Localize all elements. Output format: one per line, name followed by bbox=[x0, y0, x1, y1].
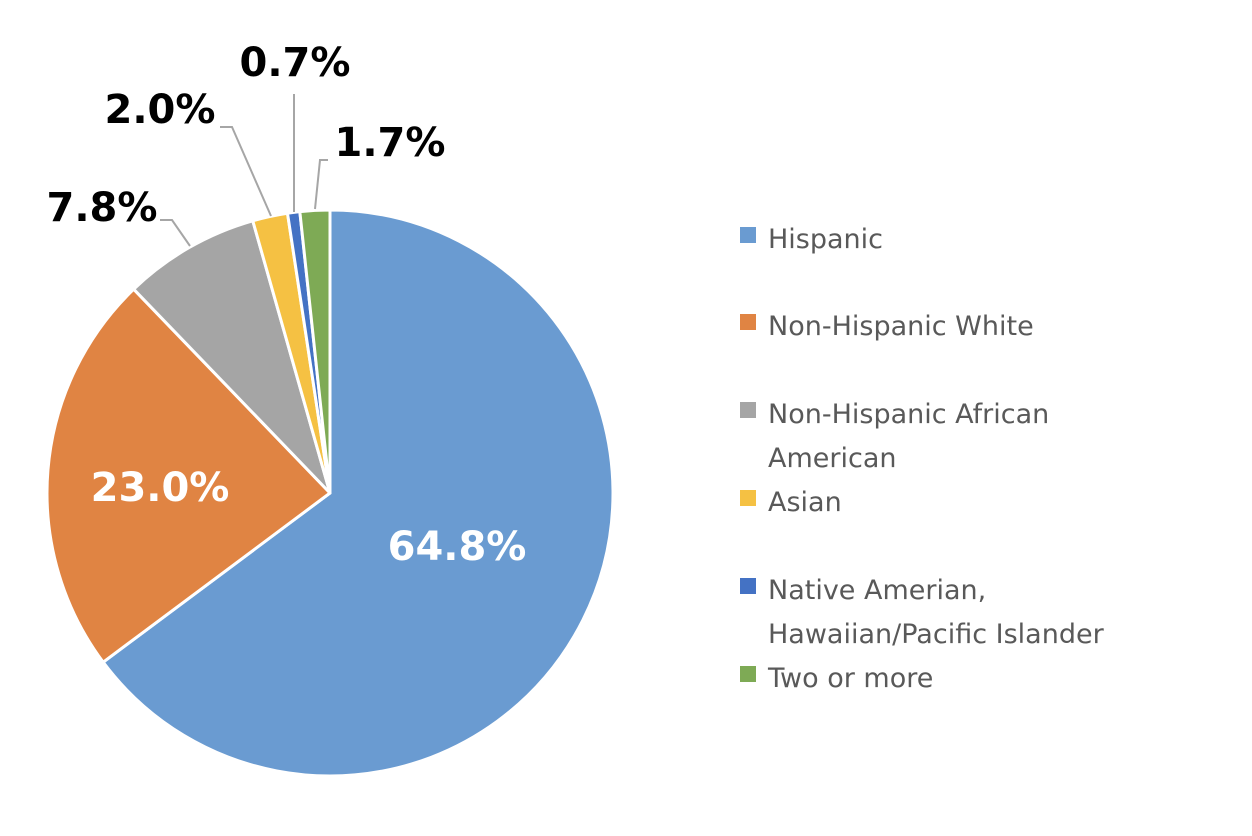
pie-slice-non-hispanic-white bbox=[45, 287, 332, 664]
leader-line-two-or-more bbox=[314, 159, 328, 210]
pie-slices bbox=[45, 208, 615, 778]
legend-item-non-hispanic-white: Non-Hispanic White bbox=[740, 305, 1034, 349]
legend-swatch-asian bbox=[740, 490, 756, 506]
leader-line-non-hispanic-african-american bbox=[160, 219, 191, 247]
data-label-non-hispanic-white: 23.0% bbox=[91, 465, 230, 511]
leader-lines bbox=[160, 94, 328, 247]
data-label-hispanic: 64.8% bbox=[388, 524, 527, 570]
data-label-non-hispanic-african-american: 7.8% bbox=[47, 185, 158, 231]
legend-label: Non-Hispanic White bbox=[768, 311, 1034, 342]
legend-label: Two or more bbox=[768, 663, 934, 694]
legend-item-asian: Asian bbox=[740, 481, 842, 525]
legend-label: Non-Hispanic African American bbox=[768, 399, 1050, 474]
data-label-native: 0.7% bbox=[240, 40, 351, 86]
pie-slice-two-or-more bbox=[298, 208, 332, 495]
legend-item-two-or-more: Two or more bbox=[740, 657, 933, 701]
legend-swatch-native bbox=[740, 578, 756, 594]
legend-item-hispanic: Hispanic bbox=[740, 218, 883, 262]
data-labels: 64.8% 23.0% 7.8% 2.0% 0.7% 1.7% bbox=[47, 40, 527, 570]
pie-slice-non-hispanic-african-american bbox=[132, 219, 332, 495]
data-label-two-or-more: 1.7% bbox=[335, 120, 446, 166]
legend-swatch-hispanic bbox=[740, 227, 756, 243]
legend-swatch-two-or-more bbox=[740, 666, 756, 682]
pie-slice-hispanic bbox=[101, 208, 615, 778]
data-label-asian: 2.0% bbox=[105, 87, 216, 133]
legend-item-native: Native Amerian, Hawaiian/Pacific Islande… bbox=[740, 569, 1104, 657]
legend-swatch-non-hispanic-white bbox=[740, 314, 756, 330]
legend-label: Hispanic bbox=[768, 224, 884, 255]
legend-label: Asian bbox=[768, 487, 842, 518]
leader-line-asian bbox=[220, 126, 272, 217]
legend-label: Native Amerian, Hawaiian/Pacific Islande… bbox=[768, 575, 1104, 650]
legend-item-non-hispanic-african-american: Non-Hispanic African American bbox=[740, 393, 1049, 481]
legend-swatch-non-hispanic-african-american bbox=[740, 402, 756, 418]
